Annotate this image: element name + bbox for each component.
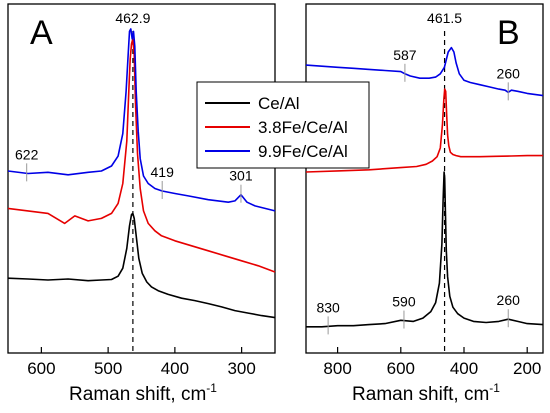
panel-b-series-9-9fe-ce-al [305,46,544,97]
panel-a-x-tick-label: 400 [161,359,189,378]
panel-b-annotation-label: 590 [392,294,416,310]
panel-b: B 800 600 400 200 461.5 587 260 830 590 260 Ram… [305,3,544,405]
panel-a-x-axis-label: Raman shift, cm-1 [69,381,217,405]
legend-label-ce-al: Ce/Al [258,94,300,113]
panel-a-series-3-8fe-ce-al [7,38,276,273]
panel-a-x-tick-label: 600 [27,359,55,378]
panel-b-x-axis-label: Raman shift, cm-1 [352,381,500,405]
panel-a-reference-label: 462.9 [115,10,150,26]
panel-a-frame [7,3,276,354]
panel-b-x-tick-label: 400 [450,359,478,378]
legend-label-9-9fe-ce-al: 9.9Fe/Ce/Al [258,142,348,161]
legend-label-3-8fe-ce-al: 3.8Fe/Ce/Al [258,118,348,137]
panel-a-annotations: 622 419 301 [15,146,253,203]
panel-a-annotation-label: 622 [15,146,39,162]
panel-b-annotation-label: 587 [393,47,417,63]
legend-box [196,81,370,169]
panel-b-series-ce-al [306,171,544,328]
legend: Ce/Al 3.8Fe/Ce/Al 9.9Fe/Ce/Al [196,81,370,169]
panel-b-annotation-label: 260 [497,65,521,81]
panel-b-series [305,46,544,328]
panel-b-annotation-label: 260 [497,292,521,308]
panel-b-reference-line: 461.5 [427,10,462,353]
panel-a: A 600 500 400 300 462.9 622 419 301 Raman shi… [7,3,276,405]
panel-a-series-ce-al [7,212,276,319]
panel-b-frame [305,3,544,354]
panel-b-x-tick-label: 200 [513,359,541,378]
panel-a-x-tick-label: 500 [94,359,122,378]
panel-a-series [7,28,276,319]
panel-a-annotation-label: 419 [151,164,175,180]
panel-a-label: A [30,14,53,52]
panel-b-label: B [497,14,520,52]
panel-b-x-ticks: 800 600 400 200 [323,347,541,378]
panel-a-reference-line: 462.9 [115,10,151,353]
panel-b-annotations: 587 260 830 590 260 [316,47,520,335]
panel-a-x-tick-label: 300 [227,359,255,378]
panel-b-x-tick-label: 600 [387,359,415,378]
panel-a-x-ticks: 600 500 400 300 [27,347,256,378]
panel-b-x-tick-label: 800 [323,359,351,378]
panel-b-series-3-8fe-ce-al [305,88,543,173]
panel-b-reference-label: 461.5 [427,10,462,26]
panel-a-series-9-9fe-ce-al [7,28,276,212]
panel-a-annotation-label: 301 [229,168,253,184]
panel-b-annotation-label: 830 [316,299,340,315]
